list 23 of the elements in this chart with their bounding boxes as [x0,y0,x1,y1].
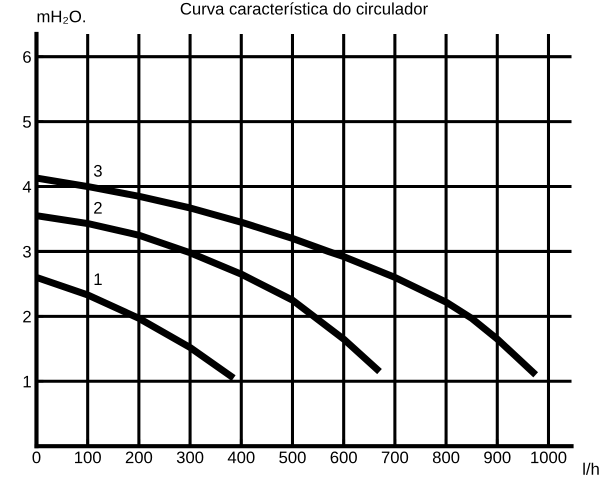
series-label: 2 [94,202,102,214]
series-label: 3 [94,164,102,177]
y-tick-label: 2 [23,310,31,322]
x-tick-label: 700 [382,452,408,464]
x-axis-title: l/h [583,462,599,475]
x-tick-label: 600 [330,452,357,464]
x-tick-label: 0 [32,452,40,464]
x-tick-label: 1000 [531,452,566,464]
chart-title: Curva característica do circulador [180,2,428,15]
y-tick-label: 6 [23,51,31,63]
x-tick-label: 400 [228,452,255,464]
series-label: 1 [94,274,102,285]
x-tick-label: 900 [484,452,511,464]
x-tick-label: 800 [432,452,460,464]
y-tick-label: 5 [23,116,31,128]
x-tick-label: 200 [126,452,152,464]
x-tick-label: 300 [176,452,204,464]
x-tick-label: 100 [75,452,101,464]
y-tick-label: 4 [22,181,32,193]
y-axis-title: mH₂O. [38,10,85,24]
y-tick-label: 3 [22,246,31,258]
x-tick-label: 500 [279,452,306,464]
y-tick-label: 1 [24,376,31,388]
